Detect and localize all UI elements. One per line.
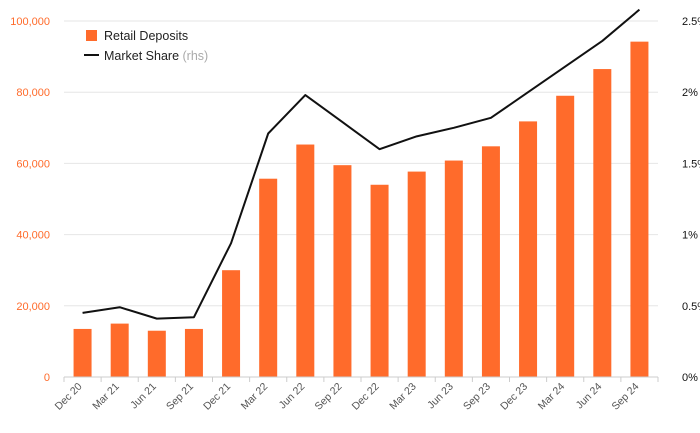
legend-label-market-share: Market Share (rhs)	[104, 49, 208, 63]
bar	[222, 270, 241, 377]
x-tick-label: Mar 23	[387, 381, 419, 413]
left-y-axis: 0 20,000 40,000 60,000 80,000 100,000	[10, 16, 50, 384]
left-tick-label: 100,000	[10, 16, 50, 28]
bar	[519, 121, 538, 377]
right-tick-label: 0%	[682, 372, 698, 384]
bar-series-retail-deposits	[73, 41, 649, 377]
right-tick-label: 2%	[682, 87, 698, 99]
x-axis: Dec 20 Mar 21 Jun 21 Sep 21 Dec 21 Mar 22 Jun …	[53, 376, 659, 413]
left-tick-label: 20,000	[16, 301, 50, 313]
legend: Retail Deposits Market Share (rhs)	[84, 29, 208, 63]
legend-label-retail-deposits: Retail Deposits	[104, 29, 188, 43]
legend-label-market-share-text: Market Share	[104, 49, 179, 63]
x-tick-label: Mar 22	[239, 381, 271, 413]
x-tick-label: Sep 21	[164, 381, 196, 413]
x-tick-label: Sep 23	[461, 381, 493, 413]
bar	[73, 328, 92, 377]
bar	[110, 323, 129, 377]
bar	[184, 328, 203, 377]
x-tick-label: Dec 22	[350, 381, 382, 413]
bar	[444, 160, 463, 377]
bar	[259, 178, 278, 377]
bar	[147, 330, 166, 377]
x-tick-label: Jun 22	[277, 381, 308, 412]
right-tick-label: 0.5%	[682, 301, 700, 313]
legend-label-rhs-suffix: (rhs)	[179, 49, 208, 63]
left-tick-label: 60,000	[16, 158, 50, 170]
x-tick-label: Sep 22	[313, 381, 345, 413]
x-tick-label: Jun 21	[128, 381, 159, 412]
bar	[296, 144, 315, 377]
right-tick-label: 2.5%	[682, 16, 700, 28]
market-share-line	[82, 8, 641, 320]
legend-swatch-retail-deposits	[86, 30, 97, 41]
bar	[333, 165, 352, 377]
x-tick-label: Dec 23	[498, 381, 530, 413]
x-tick-label: Sep 24	[610, 381, 642, 413]
bar	[556, 95, 575, 377]
left-tick-label: 40,000	[16, 230, 50, 242]
line-series-market-share	[82, 8, 641, 320]
right-y-axis: 0% 0.5% 1% 1.5% 2% 2.5%	[682, 16, 700, 384]
right-tick-label: 1%	[682, 230, 698, 242]
bar	[407, 171, 426, 377]
bar	[630, 41, 649, 377]
bar	[593, 69, 612, 377]
x-tick-label: Jun 24	[574, 381, 605, 412]
bar	[370, 184, 389, 377]
bar	[481, 146, 500, 377]
x-tick-label: Dec 20	[53, 381, 85, 413]
x-tick-label: Jun 23	[425, 381, 456, 412]
x-tick-label: Mar 24	[536, 381, 568, 413]
left-tick-label: 0	[44, 372, 50, 384]
left-tick-label: 80,000	[16, 87, 50, 99]
right-tick-label: 1.5%	[682, 158, 700, 170]
x-tick-label: Dec 21	[201, 381, 233, 413]
x-tick-label: Mar 21	[90, 381, 122, 413]
